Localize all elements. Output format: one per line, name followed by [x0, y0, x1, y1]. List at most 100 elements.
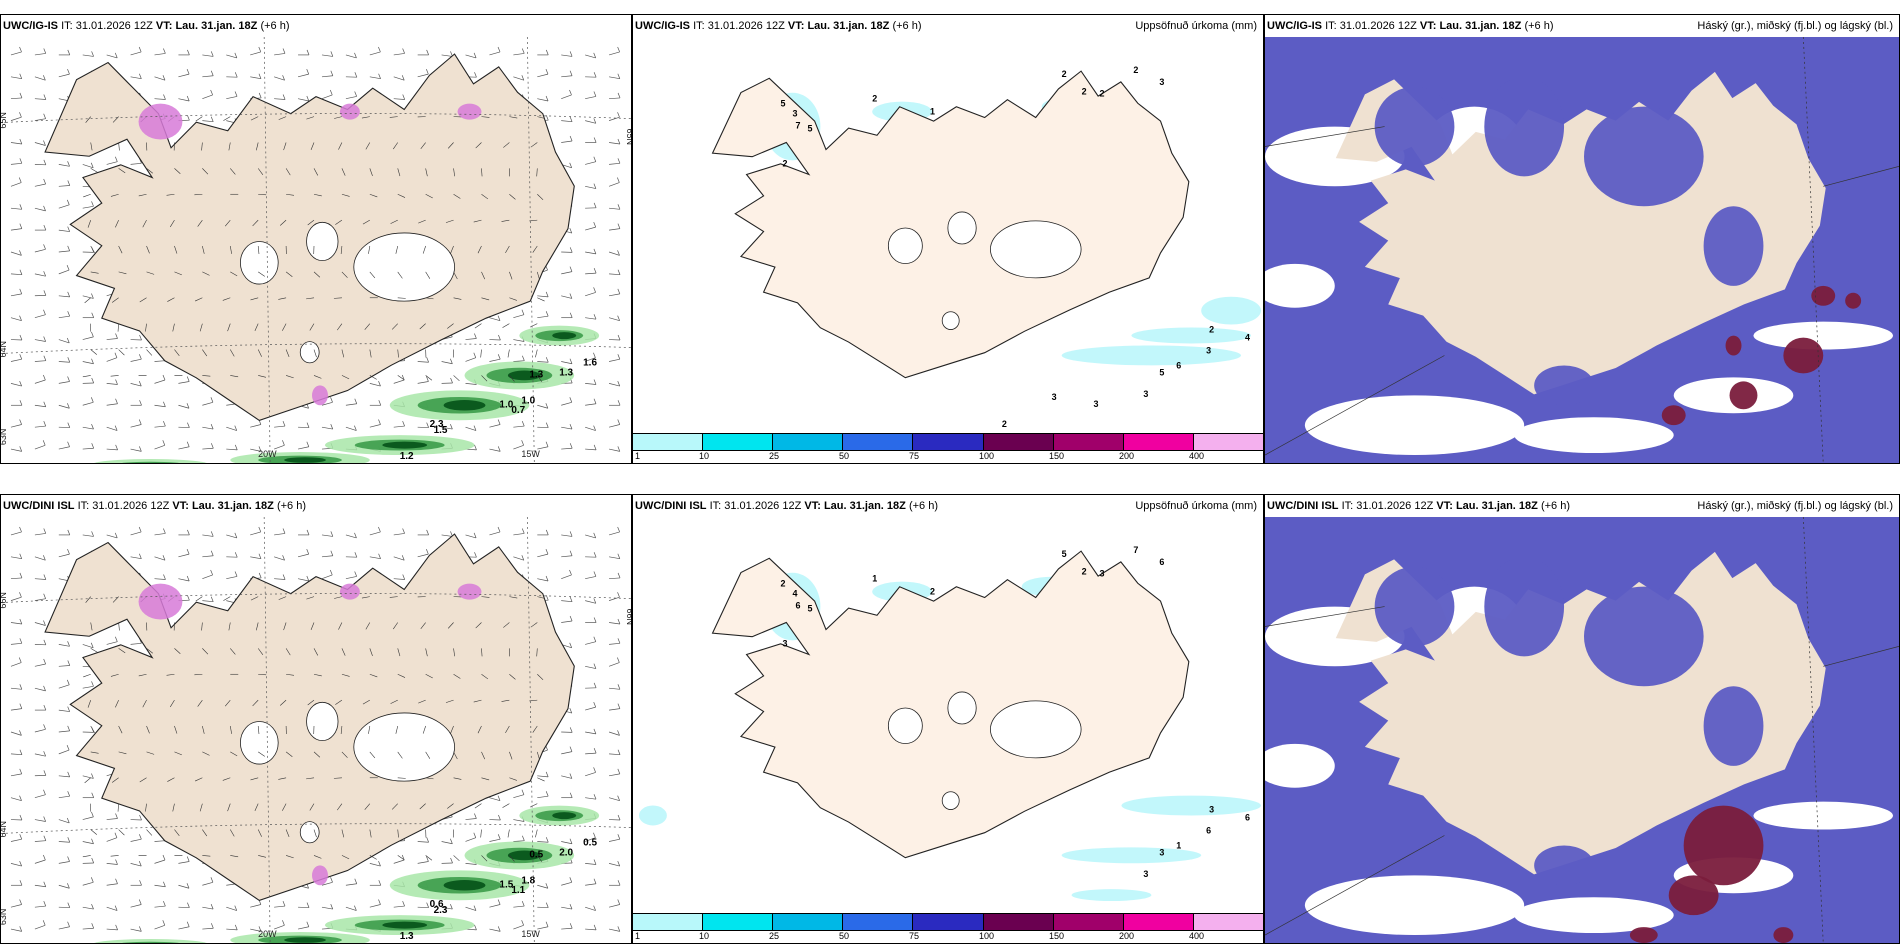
glacier [941, 791, 960, 810]
it-value: 31.01.2026 12Z [1356, 500, 1434, 512]
precip-value-label: 6 [1176, 360, 1181, 370]
graticule [1265, 517, 1899, 943]
colorbar-swatch [1193, 434, 1263, 450]
it-label: IT: [709, 500, 722, 512]
grid-label: 64N [1, 341, 8, 357]
cloud-map[interactable] [1265, 517, 1899, 943]
colorbar-swatches [633, 433, 1263, 451]
colorbar-tick-label: 1 [635, 451, 641, 461]
it-label: IT: [1325, 20, 1337, 32]
panel-header: UWC/IG-IS IT: 31.01.2026 12Z VT: Lau. 31… [1, 15, 631, 37]
colorbar-swatch [1053, 434, 1124, 450]
colorbar-swatch [1123, 434, 1194, 450]
precip-value-label: 2 [1133, 65, 1138, 75]
lead-time: (+6 h) [908, 500, 938, 512]
colorbar-tick-label: 100 [979, 931, 995, 941]
precip-value-label: 5 [781, 99, 786, 109]
vt-value: Lau. 31.jan. 18Z [175, 20, 258, 32]
colorbar-tick-label: 150 [1049, 451, 1065, 461]
colorbar-tick-label: 10 [698, 451, 709, 461]
panel-wind-row2: UWC/DINI ISL IT: 31.01.2026 12Z VT: Lau.… [0, 494, 632, 944]
model-name: UWC/IG-IS [1267, 20, 1322, 32]
precip-value-label: 2 [1082, 87, 1087, 97]
precip-value-label: 3 [1143, 389, 1148, 399]
precip-value-label: 3 [1159, 77, 1164, 87]
precip-value-label: 2.0 [559, 847, 573, 858]
grid-label: 65N [625, 129, 631, 145]
precip-value-label: 1 [1176, 840, 1181, 850]
colorbar-tick-label: 150 [1049, 931, 1065, 941]
snow-patches [138, 103, 482, 406]
colorbar-tick-label: 10 [698, 931, 709, 941]
precip-value-label: 3 [1206, 345, 1211, 355]
glacier [947, 691, 977, 725]
it-value: 31.01.2026 12Z [724, 500, 802, 512]
precip-title: Uppsöfnuð úrkoma (mm) [1135, 500, 1257, 512]
precip-value-label: 6 [1206, 825, 1211, 835]
glacier [299, 341, 320, 364]
precip-value-label: 2 [783, 158, 788, 168]
grid-label: 63N [1, 429, 8, 445]
glacier [240, 721, 279, 765]
precip-value-label: 4 [1245, 332, 1250, 342]
glacier [299, 821, 320, 844]
precip-value-label: 0.7 [511, 405, 525, 416]
panel-header: UWC/DINI ISL IT: 31.01.2026 12Z VT: Lau.… [1, 495, 631, 517]
precip-value-label: 2.3 [434, 905, 448, 916]
colorbar-swatch [1123, 914, 1194, 930]
precip-value-label: 0.5 [583, 837, 597, 848]
grid-label: 20W [258, 929, 277, 939]
precip-value-label: 3 [1209, 805, 1214, 815]
colorbar-swatch [633, 434, 704, 450]
it-value: 31.01.2026 12Z [75, 20, 153, 32]
precip-value-label: 2 [1082, 567, 1087, 577]
panel-wind-row1: UWC/IG-IS IT: 31.01.2026 12Z VT: Lau. 31… [0, 14, 632, 464]
cloud-map[interactable] [1265, 37, 1899, 463]
panel-precip-row2: UWC/DINI ISL IT: 31.01.2026 12Z VT: Lau.… [632, 494, 1264, 944]
snow-patches [138, 583, 482, 886]
graticule [1, 37, 631, 463]
precip-value-label: 1.3 [400, 931, 414, 942]
cloud-title: Háský (gr.), miðský (fj.bl.) og lágský (… [1697, 500, 1893, 512]
colorbar-swatch [843, 434, 914, 450]
grid-label: 65N [1, 112, 8, 128]
colorbar-swatch [983, 914, 1054, 930]
colorbar-swatch [773, 914, 844, 930]
colorbar-tick-label: 75 [908, 931, 919, 941]
vt-value: Lau. 31.jan. 18Z [1455, 500, 1538, 512]
colorbar-swatch [703, 434, 774, 450]
precip-colorbar: 1 10 25 50 75 100 150 200 400 [633, 433, 1263, 463]
it-label: IT: [77, 500, 90, 512]
cloud-title: Háský (gr.), miðský (fj.bl.) og lágský (… [1697, 20, 1893, 32]
precip-value-label: 5 [807, 124, 812, 134]
wind-map[interactable]: 65N 64N 63N 20W 15W 65N 1.6 1.3 1.3 1.0 1.0 0.7 1.5 2… [1, 37, 631, 463]
glacier [887, 707, 923, 745]
vt-value: Lau. 31.jan. 18Z [191, 500, 274, 512]
it-value: 31.01.2026 12Z [1339, 20, 1417, 32]
precip-value-label: 1.3 [529, 369, 543, 380]
precip-value-label: 2 [1209, 325, 1214, 335]
model-name: UWC/DINI ISL [3, 500, 75, 512]
precip-value-label: 1 [930, 107, 935, 117]
wind-map[interactable]: 66N 64N 63N 20W 15W 66N 0.5 0.5 2.0 1.8 1.5 1.1 2.3 0… [1, 517, 631, 943]
glacier [240, 241, 279, 285]
colorbar-swatch [983, 434, 1054, 450]
precip-value-label: 6 [1245, 812, 1250, 822]
precip-value-label: 6 [795, 601, 800, 611]
vt-label: VT: [787, 20, 805, 32]
vt-value: Lau. 31.jan. 18Z [823, 500, 906, 512]
colorbar-swatch [913, 914, 984, 930]
precip-value-label: 2 [930, 587, 935, 597]
colorbar-tick-label: 50 [839, 931, 850, 941]
precip-colorbar: 1 10 25 50 75 100 150 200 400 [633, 913, 1263, 943]
model-name: UWC/DINI ISL [1267, 500, 1339, 512]
precip-value-label: 5 [1062, 549, 1067, 559]
colorbar-swatch [703, 914, 774, 930]
precip-value-label: 7 [1133, 545, 1138, 555]
precip-value-label: 1 [872, 574, 877, 584]
colorbar-tick-label: 25 [768, 931, 779, 941]
it-value: 31.01.2026 12Z [92, 500, 170, 512]
colorbar-tick-label: 50 [839, 451, 850, 461]
